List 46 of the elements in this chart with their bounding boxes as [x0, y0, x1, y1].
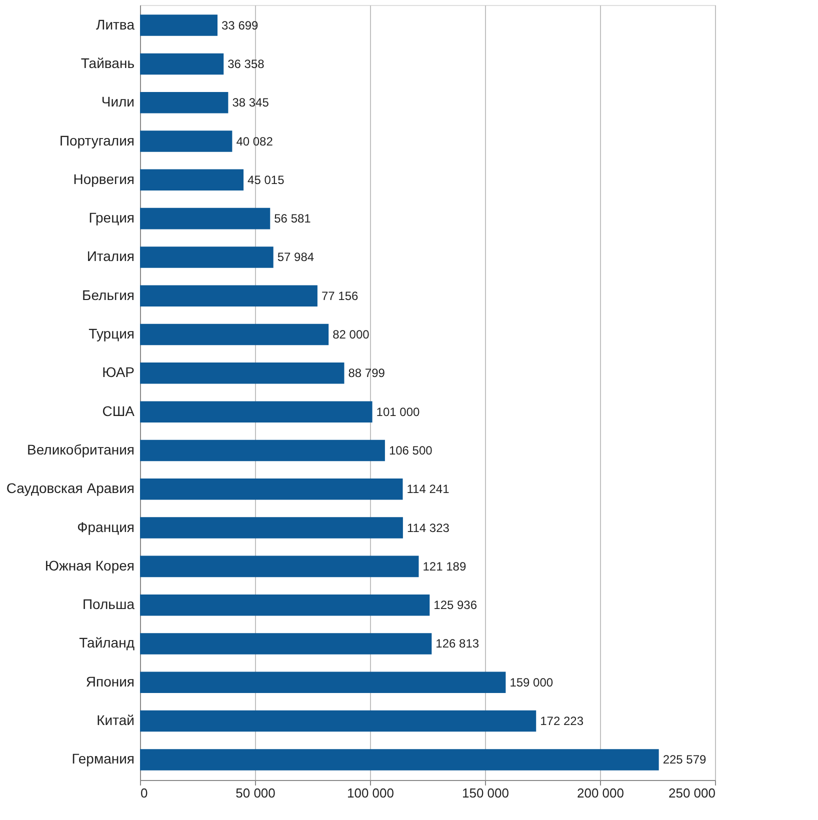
data-label: 38 345 — [232, 96, 270, 110]
x-tick-label: 200 000 — [577, 786, 624, 800]
data-label: 114 323 — [406, 520, 450, 535]
y-tick-label: Южная Корея — [44, 557, 134, 574]
y-tick-label: Тайвань — [80, 54, 134, 71]
data-label: 225 579 — [662, 752, 707, 767]
y-tick-label: Япония — [86, 673, 134, 690]
y-tick-label: Франция — [77, 518, 134, 535]
y-tick-label: Литва — [96, 16, 135, 32]
y-tick-label: Чили — [101, 94, 134, 110]
data-label: 57 984 — [277, 250, 314, 264]
data-label: 106 500 — [388, 443, 433, 458]
y-tick-label: Китай — [96, 712, 134, 728]
y-tick-label: Италия — [86, 248, 134, 264]
y-tick-label: Саудовская Аравия — [6, 480, 134, 496]
y-tick-label: Тайланд — [79, 634, 134, 651]
x-tick-label: 100 000 — [347, 786, 394, 800]
y-tick-label: США — [102, 402, 136, 419]
data-label: 114 241 — [406, 482, 450, 496]
y-tick-label: Бельгия — [82, 286, 134, 303]
x-tick-label: 150 000 — [462, 786, 509, 800]
data-label: 101 000 — [376, 404, 420, 419]
y-tick-label: Турция — [88, 326, 134, 342]
y-tick-label: Польша — [82, 596, 135, 612]
data-label: 126 813 — [436, 636, 480, 651]
data-label: 121 189 — [422, 559, 466, 574]
data-label: 88 799 — [348, 366, 386, 380]
data-label: 33 699 — [222, 18, 259, 32]
data-label: 125 936 — [434, 598, 478, 612]
data-label: 159 000 — [510, 675, 554, 690]
y-tick-label: ЮАР — [102, 364, 134, 380]
data-label: 40 082 — [236, 134, 274, 148]
x-tick-label: 0 — [140, 786, 148, 800]
data-label: 56 581 — [274, 212, 312, 226]
data-label: 82 000 — [332, 328, 370, 342]
x-tick-label: 250 000 — [668, 786, 716, 800]
y-tick-label: Португалия — [59, 132, 134, 148]
data-label: 77 156 — [321, 288, 358, 303]
data-label: 45 015 — [248, 172, 285, 187]
data-label: 172 223 — [540, 714, 584, 728]
y-tick-label: Великобритания — [26, 441, 134, 458]
x-tick-label: 50 000 — [236, 786, 276, 800]
y-tick-label: Греция — [88, 210, 134, 226]
y-tick-label: Норвегия — [73, 170, 134, 187]
y-tick-label: Германия — [72, 750, 134, 767]
data-label: 36 358 — [228, 56, 265, 71]
